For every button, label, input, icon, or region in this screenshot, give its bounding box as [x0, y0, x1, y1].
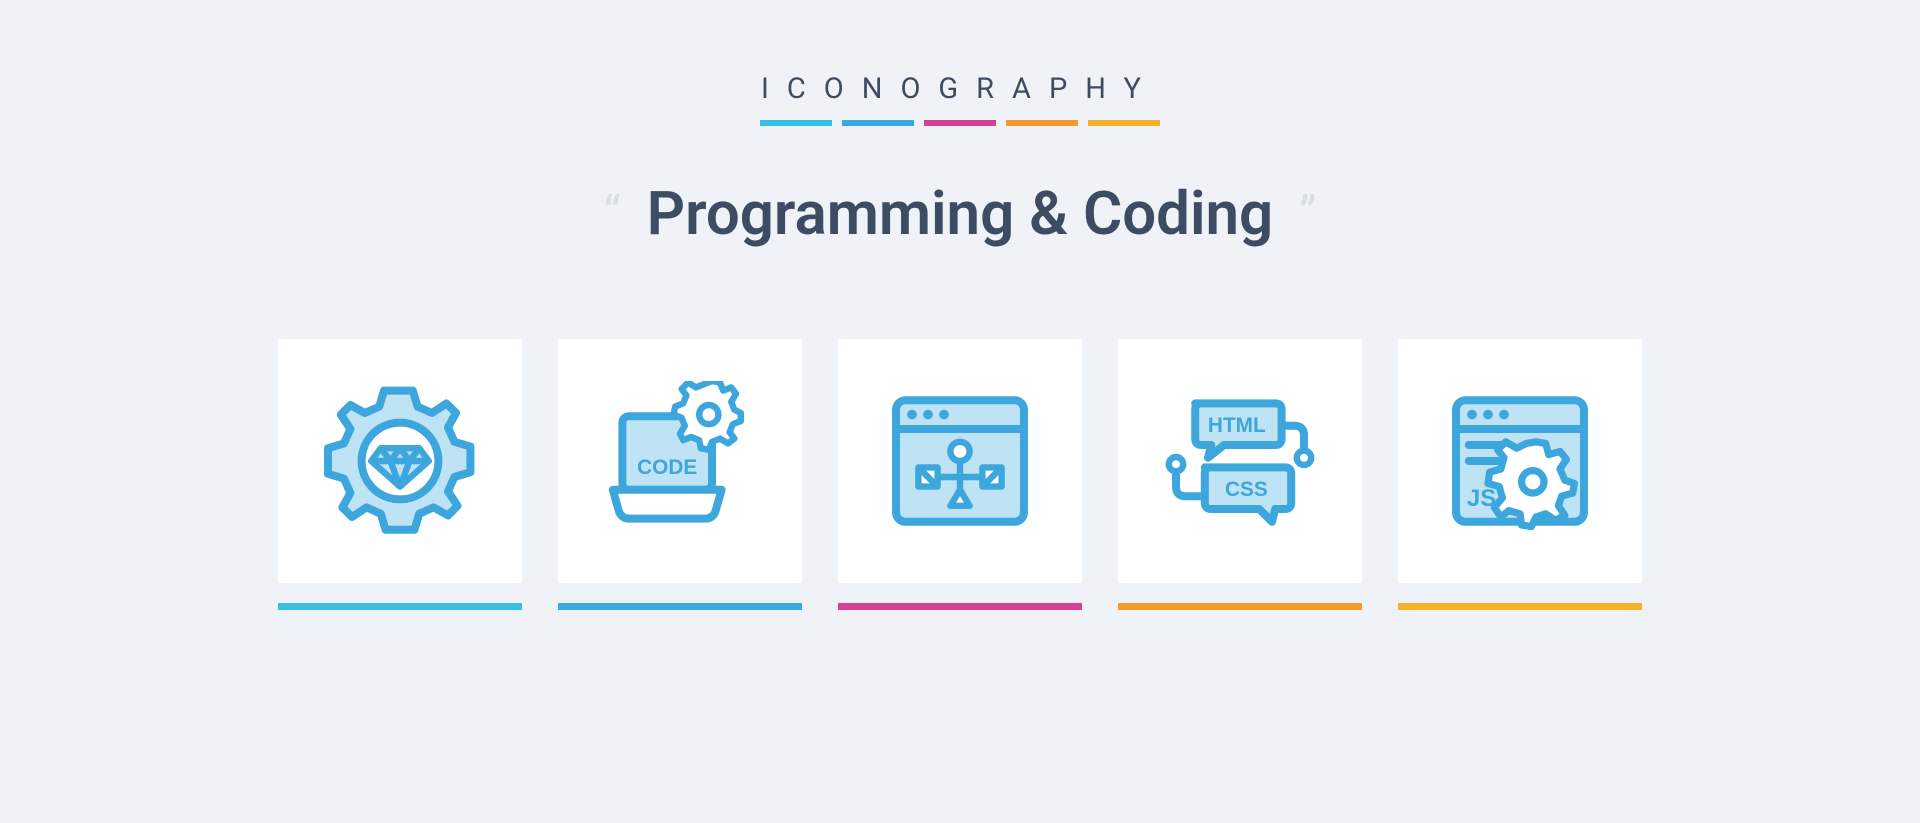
- card-accent-bar: [1118, 603, 1362, 610]
- quote-right-icon: ”: [1299, 190, 1316, 238]
- accent-bar: [842, 120, 914, 126]
- icon-card: [278, 339, 522, 610]
- accent-bar: [1006, 120, 1078, 126]
- html-css-icon: HTML CSS: [1160, 381, 1320, 541]
- page-title: Programming & Coding: [647, 178, 1274, 249]
- icon-box: [278, 339, 522, 583]
- card-accent-bar: [278, 603, 522, 610]
- browser-design-icon: [880, 381, 1040, 541]
- icon-card: [838, 339, 1082, 610]
- gear-diamond-icon: [320, 381, 480, 541]
- brand-text: ICONOGRAPHY: [0, 72, 1920, 106]
- card-accent-bar: [1398, 603, 1642, 610]
- card-accent-bar: [838, 603, 1082, 610]
- laptop-code-icon: CODE: [600, 381, 760, 541]
- icon-box: [838, 339, 1082, 583]
- html-label: HTML: [1208, 414, 1266, 437]
- icon-card: CODE: [558, 339, 802, 610]
- code-label: CODE: [637, 456, 697, 479]
- accent-bar: [924, 120, 996, 126]
- browser-js-gear-icon: JS: [1440, 381, 1600, 541]
- icon-row: CODE: [0, 339, 1920, 610]
- quote-left-icon: “: [604, 190, 621, 238]
- accent-bar: [1088, 120, 1160, 126]
- accent-bar: [760, 120, 832, 126]
- icon-box: JS: [1398, 339, 1642, 583]
- title-row: “ Programming & Coding ”: [0, 178, 1920, 249]
- card-accent-bar: [558, 603, 802, 610]
- css-label: CSS: [1225, 478, 1268, 501]
- icon-box: HTML CSS: [1118, 339, 1362, 583]
- icon-card: HTML CSS: [1118, 339, 1362, 610]
- brand-accent-bars: [0, 120, 1920, 126]
- icon-box: CODE: [558, 339, 802, 583]
- header: ICONOGRAPHY “ Programming & Coding ”: [0, 0, 1920, 249]
- icon-card: JS: [1398, 339, 1642, 610]
